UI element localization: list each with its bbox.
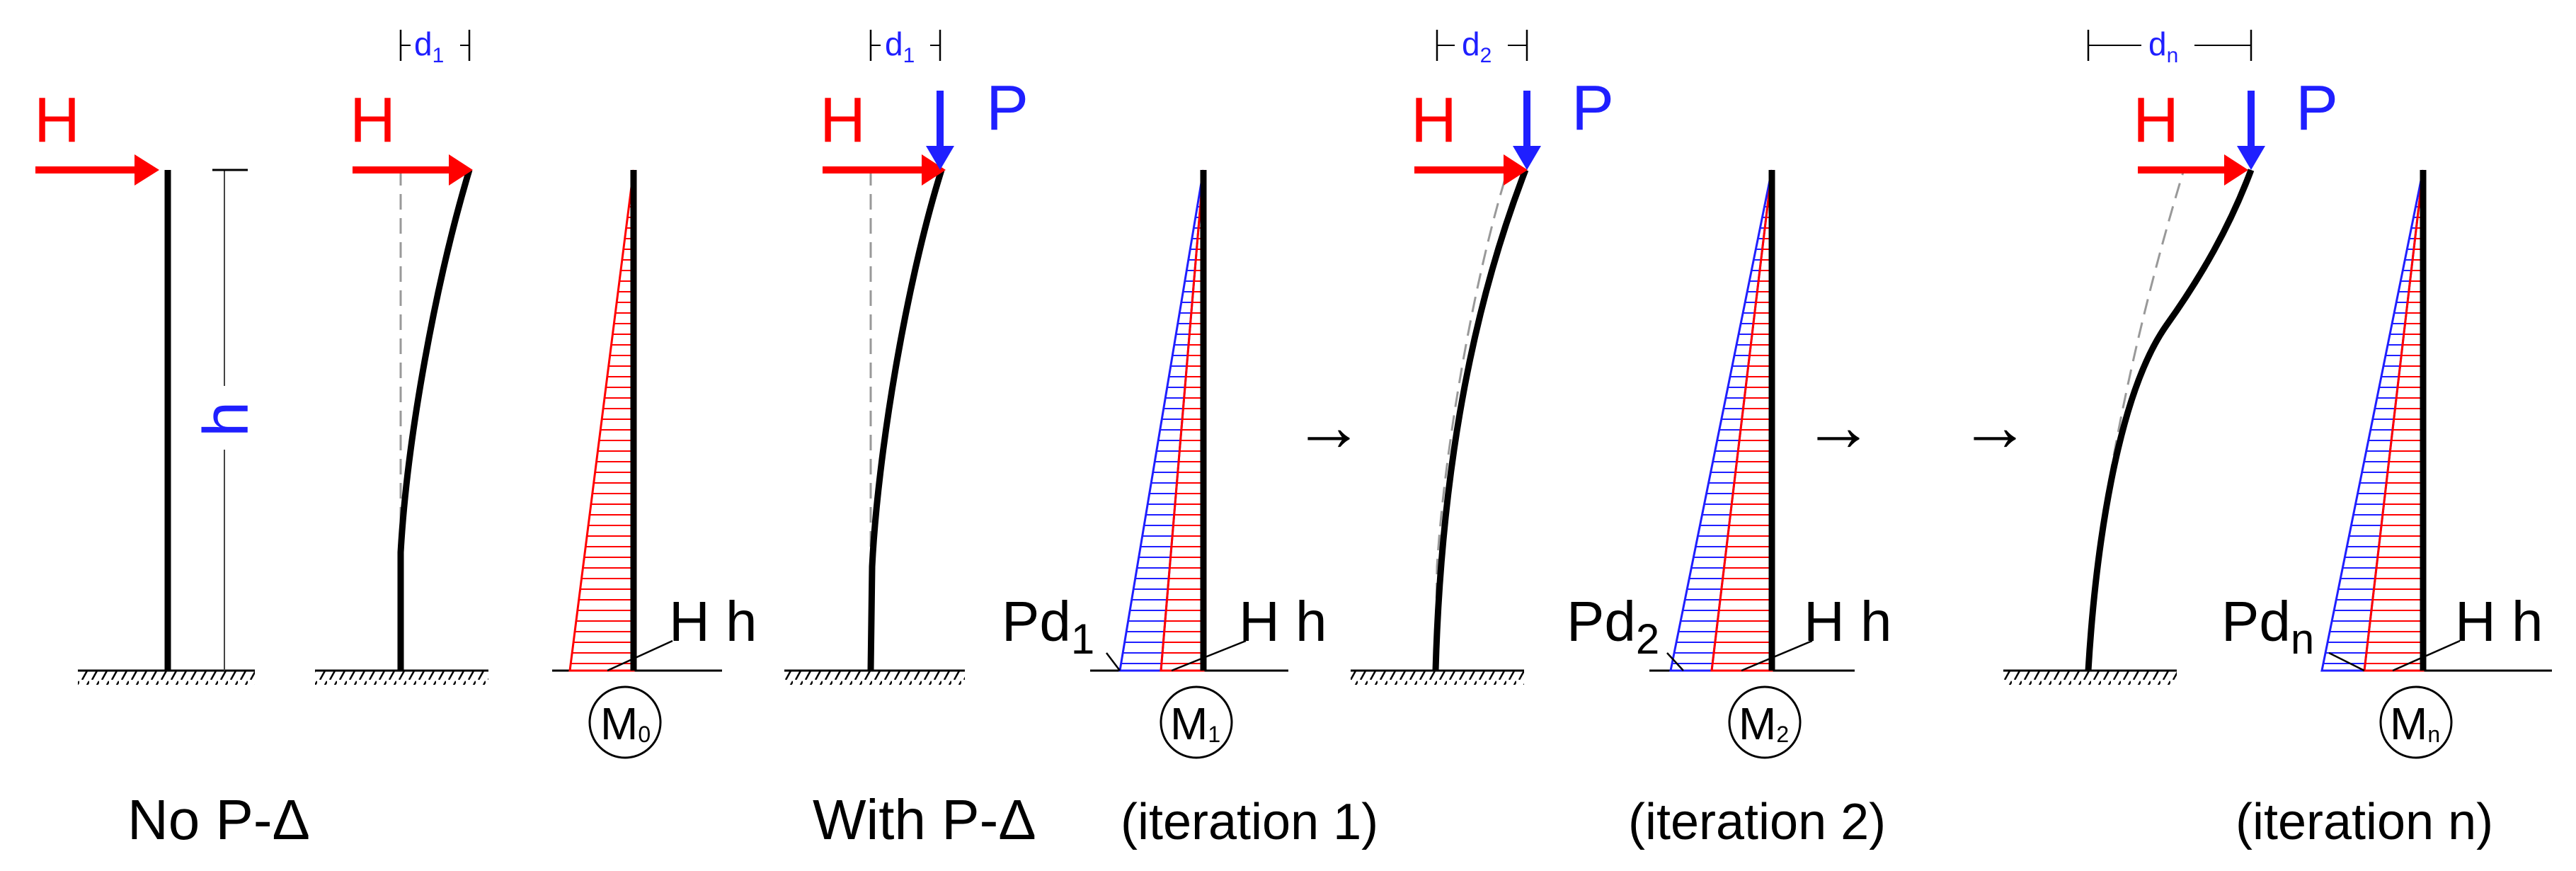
force-p-arrowhead [2237,146,2265,170]
deflected-column [867,169,945,671]
dimension-h-label: h [191,402,262,437]
leader-hh [2392,639,2461,672]
panel-moment-m1: Pd1 H h M1 [1002,169,1327,759]
panel-iteration-1-column: H P d1 [784,25,1029,685]
force-p-arrowhead [1513,146,1541,170]
leader-pd1 [1106,652,1121,671]
dim-dn-label: dn [2148,25,2178,67]
panel-deflected-h-only: H d1 [315,25,488,685]
force-h-label: H [820,85,866,156]
leader-hh [607,639,673,672]
previous-deflection [2087,169,2185,671]
deflected-column [397,169,473,671]
deflected-column [2085,169,2255,671]
leader-pd2 [1666,652,1684,671]
moment-hh-label: H h [669,590,757,653]
dim-d1-label: d1 [885,25,915,67]
flow-arrow-2: → [1803,387,1874,466]
force-h-arrowhead [449,154,473,186]
deflected-column [1432,169,1529,671]
ground-hatch [2003,671,2177,685]
moment-mn-label: Mn [2390,698,2440,749]
panel-moment-m2: Pd2 H h M2 [1567,169,1892,759]
force-p-arrowhead [926,146,954,170]
caption-iteration-n: (iteration n) [2236,794,2493,850]
flow-arrow-3: → [1959,387,2030,466]
moment-m2-circle [1728,685,1802,759]
moment-m2-label: M2 [1739,698,1789,749]
moment-hh-label: H h [1804,590,1892,653]
caption-iteration-2: (iteration 2) [1628,794,1886,850]
flow-arrow-1: → [1293,387,1364,466]
force-p-label: P [986,73,1029,144]
force-h-label: H [350,85,396,156]
ground-hatch [784,671,965,685]
force-h-label: H [1411,85,1457,156]
leader-hh [1741,639,1813,672]
moment-m1-label: M1 [1170,698,1220,749]
caption-iteration-1: (iteration 1) [1121,794,1378,850]
moment-hh-label: H h [2455,590,2543,653]
moment-mn-circle [2379,685,2453,759]
moment-pd1-label: Pd1 [1002,590,1094,663]
force-h-label: H [34,85,80,156]
force-p-label: P [1572,73,1614,144]
ground-hatch [315,671,488,685]
force-p-label: P [2296,73,2338,144]
ground-hatch [1351,671,1524,685]
leader-pdn [2328,651,2365,672]
force-h-arrowhead [2224,154,2248,186]
moment-h-h-region [568,169,635,672]
panel-iteration-n-column: H P dn [2003,25,2338,685]
dim-d1-label: d1 [414,25,444,67]
leader-hh [1171,639,1247,672]
force-h-arrowhead [134,154,159,186]
dimension-h-label-bg [202,386,247,450]
panel-iteration-2-column: H P d2 [1351,25,1614,685]
dim-d2-label: d2 [1462,25,1492,67]
force-h-label: H [2133,85,2179,156]
moment-hh-label: H h [1239,590,1327,653]
panel-no-pdelta: H h [34,85,262,685]
force-h-arrowhead [922,154,946,186]
panel-moment-m0: H h M0 [552,169,757,759]
panel-moment-mn: Pdn H h Mn [2221,169,2552,759]
caption-with-pdelta: With P-Δ [813,788,1036,851]
ground-hatch [78,671,255,685]
moment-pd2-label: Pd2 [1567,590,1659,663]
force-h-arrowhead [1504,154,1528,186]
caption-no-pdelta: No P-Δ [127,788,310,851]
previous-deflection [1434,169,1509,671]
moment-m0-circle [588,685,662,759]
moment-pdn-label: Pdn [2221,590,2314,663]
moment-m1-circle [1160,685,1233,759]
moment-m0-label: M0 [600,698,651,749]
